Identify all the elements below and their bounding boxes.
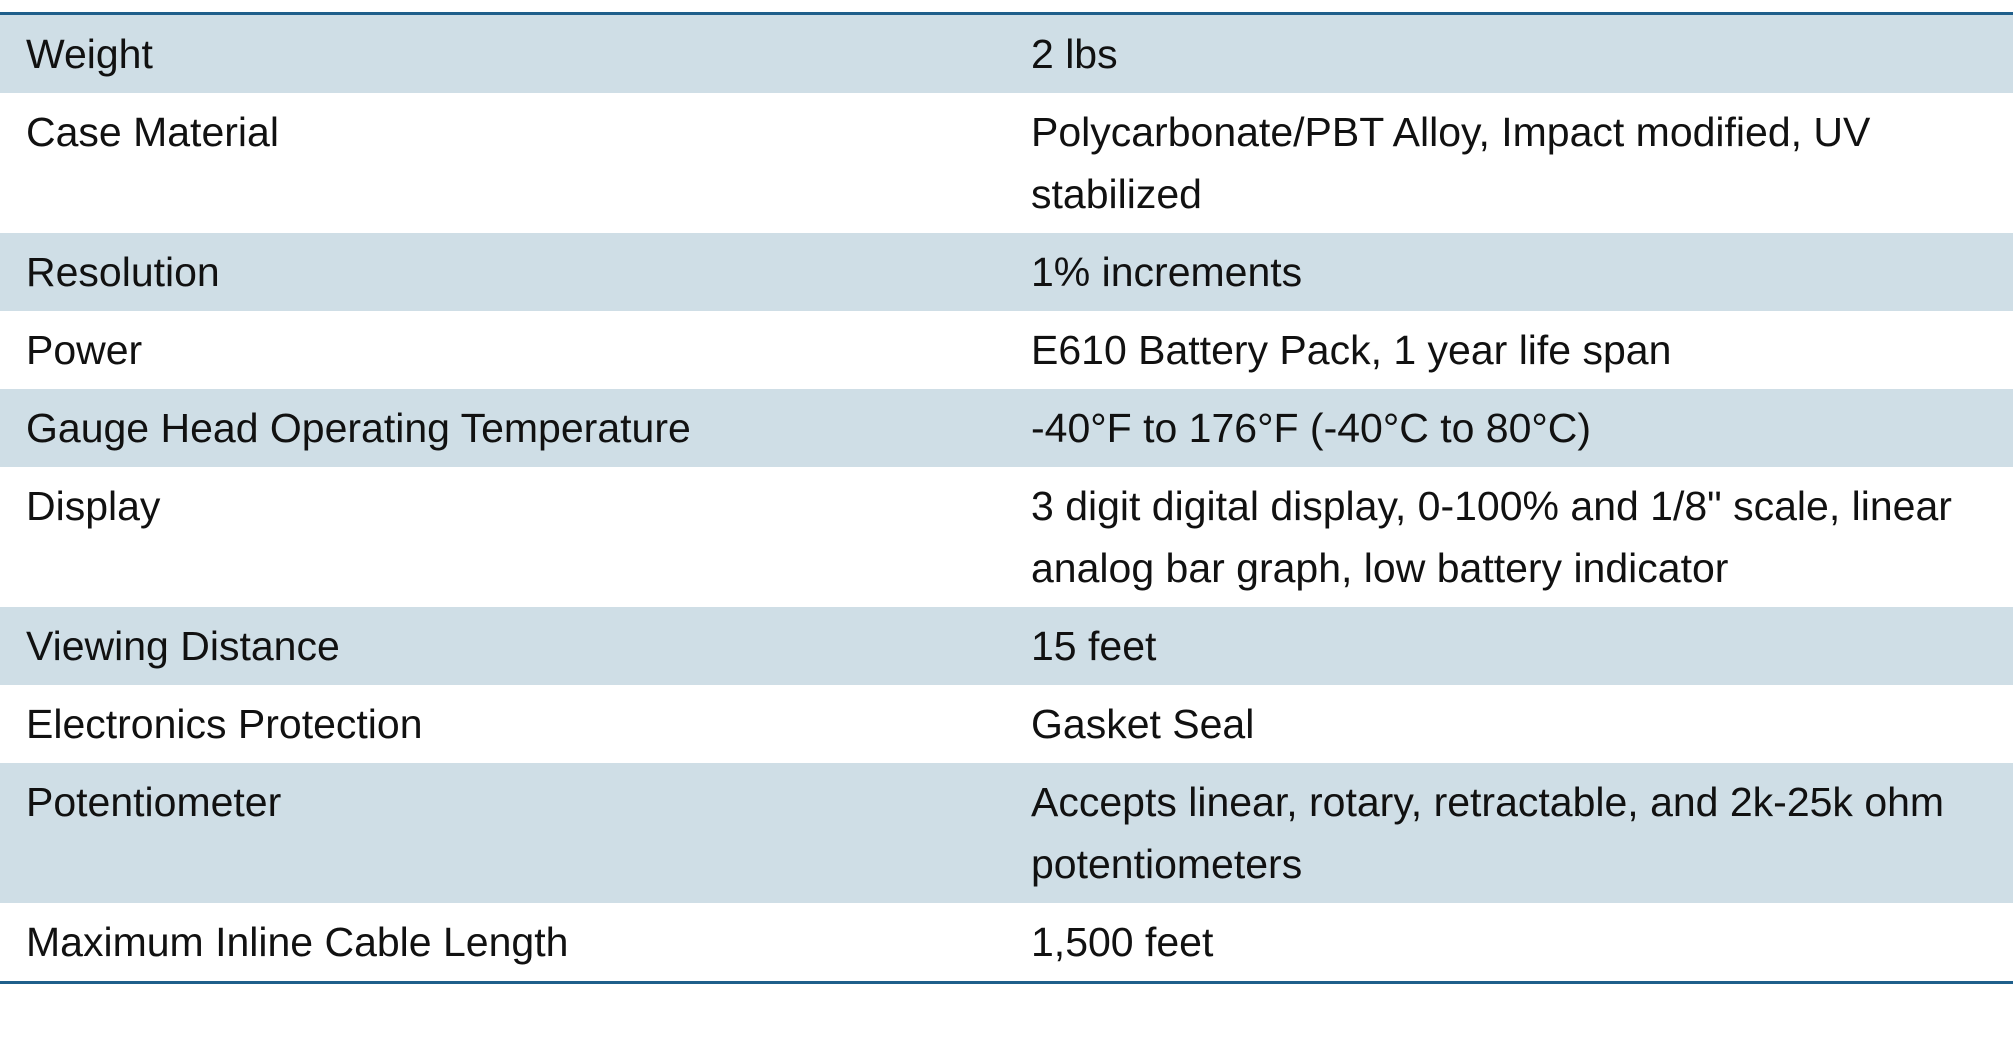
spec-value: 3 digit digital display, 0-100% and 1/8"… bbox=[1031, 483, 1952, 591]
spec-row: Electronics Protection Gasket Seal bbox=[0, 685, 2013, 763]
spec-row: Power E610 Battery Pack, 1 year life span bbox=[0, 311, 2013, 389]
spec-value: Accepts linear, rotary, retractable, and… bbox=[1005, 763, 2013, 903]
spec-name: Potentiometer bbox=[0, 763, 1005, 903]
spec-name: Weight bbox=[0, 13, 1005, 93]
spec-value: 2 lbs bbox=[1005, 13, 2013, 93]
spec-value: 1,500 feet bbox=[1031, 919, 1214, 965]
spec-value: Polycarbonate/PBT Alloy, Impact modified… bbox=[1031, 109, 1871, 217]
spec-name: Power bbox=[26, 327, 143, 373]
spec-row: Resolution 1% increments bbox=[0, 233, 2013, 311]
spec-table: Weight 2 lbs Case Material Polycarbonate/PB… bbox=[0, 12, 2013, 984]
spec-row: Viewing Distance 15 feet bbox=[0, 607, 2013, 685]
spec-row: Gauge Head Operating Temperature -40°F to… bbox=[0, 389, 2013, 467]
spec-name: Resolution bbox=[0, 233, 1005, 311]
table-body: Weight 2 lbs Case Material Polycarbonate/PB… bbox=[0, 13, 2013, 983]
spec-name: Case Material bbox=[26, 109, 279, 155]
spec-row: Maximum Inline Cable Length 1,500 feet bbox=[0, 903, 2013, 983]
spec-row: Case Material Polycarbonate/PBT Alloy, Im… bbox=[0, 93, 2013, 233]
spec-name: Maximum Inline Cable Length bbox=[26, 919, 569, 965]
spec-value: Gasket Seal bbox=[1031, 701, 1255, 747]
spec-name: Gauge Head Operating Temperature bbox=[0, 389, 1005, 467]
spec-row: Weight 2 lbs bbox=[0, 13, 2013, 93]
spec-name: Electronics Protection bbox=[26, 701, 423, 747]
spec-value: 1% increments bbox=[1005, 233, 2013, 311]
spec-name: Display bbox=[26, 483, 161, 529]
spec-value: -40°F to 176°F (-40°C to 80°C) bbox=[1005, 389, 2013, 467]
spec-name: Viewing Distance bbox=[0, 607, 1005, 685]
spec-row: Potentiometer Accepts linear, rotary, ret… bbox=[0, 763, 2013, 903]
spec-row: Display 3 digit digital display, 0-100% a… bbox=[0, 467, 2013, 607]
spec-value: 15 feet bbox=[1005, 607, 2013, 685]
spec-value: E610 Battery Pack, 1 year life span bbox=[1031, 327, 1672, 373]
